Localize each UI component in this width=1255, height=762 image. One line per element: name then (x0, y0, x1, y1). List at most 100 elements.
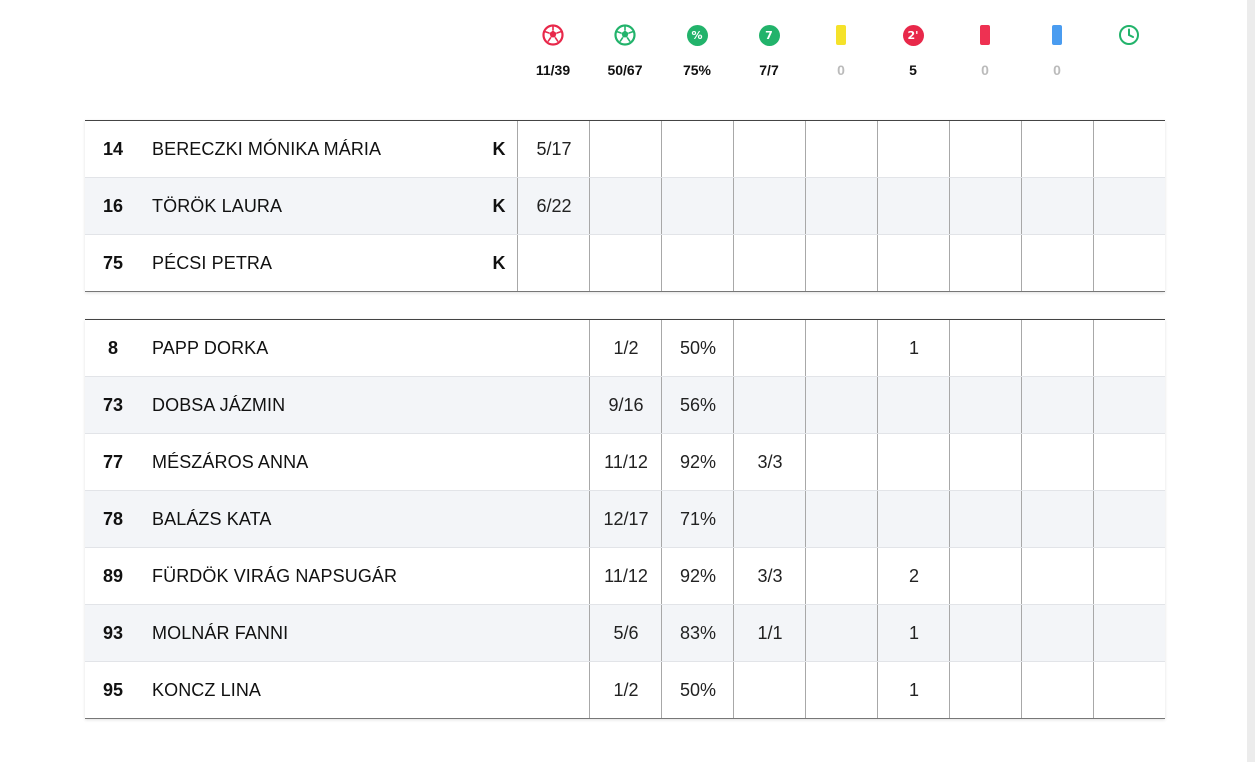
player-name[interactable]: KONCZ LINA (152, 680, 262, 700)
stat-cell-ball (589, 235, 662, 291)
stat-cell-seven-meter: 3/3 (733, 548, 806, 604)
player-name[interactable]: MÉSZÁROS ANNA (152, 452, 309, 472)
player-name[interactable]: BALÁZS KATA (152, 509, 272, 529)
stat-cell-percent: 83% (661, 605, 734, 661)
stat-cell-red-card (949, 605, 1022, 661)
stat-cell-seven-meter (733, 491, 806, 547)
stat-cell-yellow-card (805, 235, 878, 291)
blue-card-icon (1045, 23, 1069, 47)
player-number: 75 (102, 253, 124, 273)
player-number: 8 (107, 338, 118, 358)
stat-cell-two-minute: 2 (877, 548, 950, 604)
player-row[interactable]: 77 MÉSZÁROS ANNA 11/12 92% 3/3 (85, 434, 1165, 491)
player-row[interactable]: 75 PÉCSI PETRA K (85, 235, 1165, 291)
stat-cell-red-card (949, 434, 1022, 490)
stat-cell-ball: 11/12 (589, 548, 662, 604)
player-row[interactable]: 89 FÜRDÖK VIRÁG NAPSUGÁR 11/12 92% 3/3 2 (85, 548, 1165, 605)
summary-col-percent: % 75% (661, 0, 733, 100)
scrollbar[interactable] (1247, 0, 1255, 762)
player-number: 78 (102, 509, 124, 529)
stat-cell-percent: 50% (661, 662, 734, 718)
player-row[interactable]: 16 TÖRÖK LAURA K 6/22 (85, 178, 1165, 235)
stat-cell-seven-meter: 3/3 (733, 434, 806, 490)
stat-cell-seven-meter (733, 320, 806, 376)
stat-cell-seven-meter: 1/1 (733, 605, 806, 661)
stat-cell-blue-card (1021, 121, 1094, 177)
summary-value: 11/39 (535, 62, 571, 78)
stat-cell-red-card (949, 662, 1022, 718)
stat-cell-clock (1093, 434, 1165, 490)
stat-cell-seven-meter (733, 662, 806, 718)
yellow-card-icon (829, 23, 853, 47)
player-name[interactable]: MOLNÁR FANNI (152, 623, 289, 643)
stat-cell-clock (1093, 121, 1165, 177)
stat-cell-blue-card (1021, 178, 1094, 234)
player-name[interactable]: DOBSA JÁZMIN (152, 395, 286, 415)
player-name[interactable]: BERECZKI MÓNIKA MÁRIA (152, 139, 382, 159)
stat-cell-blue-card (1021, 377, 1094, 433)
stat-cell-clock (1093, 548, 1165, 604)
summary-value: 75% (682, 62, 712, 78)
stat-cell-two-minute: 1 (877, 662, 950, 718)
stat-cell-seven-meter (733, 121, 806, 177)
goalkeeper-badge: K (492, 253, 506, 273)
player-row[interactable]: 78 BALÁZS KATA 12/17 71% (85, 491, 1165, 548)
stat-cell-clock (1093, 320, 1165, 376)
stat-cell-two-minute: 1 (877, 605, 950, 661)
stat-cell-two-minute (877, 235, 950, 291)
red-card-icon (973, 23, 997, 47)
stat-cell-handball: 6/22 (517, 178, 590, 234)
stat-cell-two-minute (877, 178, 950, 234)
stat-cell-blue-card (1021, 235, 1094, 291)
player-row[interactable]: 14 BERECZKI MÓNIKA MÁRIA K 5/17 (85, 121, 1165, 178)
stat-cell-blue-card (1021, 491, 1094, 547)
stat-cell-ball: 9/16 (589, 377, 662, 433)
stat-cell-blue-card (1021, 662, 1094, 718)
player-number: 89 (102, 566, 124, 586)
summary-col-clock (1093, 0, 1165, 100)
player-name[interactable]: PÉCSI PETRA (152, 253, 273, 273)
stat-cell-yellow-card (805, 491, 878, 547)
stat-cell-yellow-card (805, 548, 878, 604)
player-number: 73 (102, 395, 124, 415)
stat-cell-percent (661, 235, 734, 291)
stat-cell-ball: 11/12 (589, 434, 662, 490)
stat-cell-percent: 92% (661, 434, 734, 490)
player-number: 93 (102, 623, 124, 643)
stat-cell-two-minute (877, 121, 950, 177)
player-name[interactable]: FÜRDÖK VIRÁG NAPSUGÁR (152, 566, 398, 586)
stat-cell-two-minute (877, 491, 950, 547)
stat-cell-handball (517, 235, 590, 291)
player-row[interactable]: 73 DOBSA JÁZMIN 9/16 56% (85, 377, 1165, 434)
stat-cell-percent (661, 178, 734, 234)
stat-cell-percent: 92% (661, 548, 734, 604)
stat-cell-ball: 1/2 (589, 320, 662, 376)
player-row[interactable]: 93 MOLNÁR FANNI 5/6 83% 1/1 1 (85, 605, 1165, 662)
stat-cell-blue-card (1021, 605, 1094, 661)
player-name[interactable]: PAPP DORKA (152, 338, 269, 358)
stat-cell-yellow-card (805, 434, 878, 490)
stat-cell-red-card (949, 235, 1022, 291)
team-summary-header: 11/39 50/67% 75% 7 7/7 0 2' 5 0 0 (0, 0, 1240, 100)
stat-cell-yellow-card (805, 605, 878, 661)
stat-cell-clock (1093, 491, 1165, 547)
summary-col-two-minute: 2' 5 (877, 0, 949, 100)
stat-cell-percent: 56% (661, 377, 734, 433)
handball-icon (541, 23, 565, 47)
summary-col-seven-meter: 7 7/7 (733, 0, 805, 100)
stat-cell-clock (1093, 605, 1165, 661)
player-number: 95 (102, 680, 124, 700)
stat-cell-clock (1093, 178, 1165, 234)
stat-cell-two-minute (877, 434, 950, 490)
summary-col-yellow-card: 0 (805, 0, 877, 100)
player-row[interactable]: 8 PAPP DORKA 1/2 50% 1 (85, 320, 1165, 377)
player-number: 14 (102, 139, 124, 159)
stat-cell-ball (589, 178, 662, 234)
goalkeepers-table: 14 BERECZKI MÓNIKA MÁRIA K 5/17 16 TÖRÖK LAUR… (85, 120, 1165, 292)
player-name[interactable]: TÖRÖK LAURA (152, 196, 283, 216)
stat-cell-yellow-card (805, 121, 878, 177)
clock-icon (1117, 23, 1141, 47)
seven-meter-icon: 7 (757, 23, 781, 47)
summary-value: 7/7 (759, 62, 779, 78)
player-row[interactable]: 95 KONCZ LINA 1/2 50% 1 (85, 662, 1165, 718)
